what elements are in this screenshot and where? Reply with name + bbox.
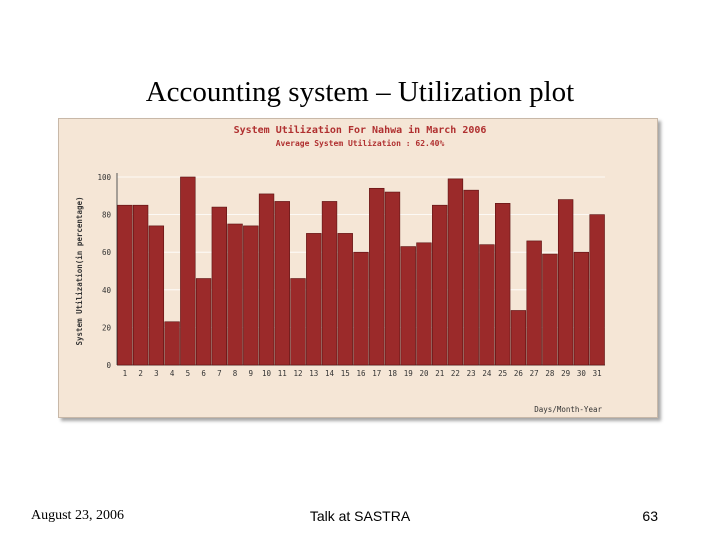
bar-day-28 [542,253,558,366]
y-tick-label: 0 [106,361,111,370]
x-tick-label: 6 [201,369,206,378]
bar-day-20 [416,242,432,366]
x-tick-label: 4 [170,369,175,378]
bar-day-29 [557,199,574,366]
bar-day-24 [479,244,495,366]
bar-day-13 [306,233,322,366]
x-axis-label: Days/Month-Year [534,405,602,414]
bar-day-15 [337,233,353,366]
x-tick-label: 7 [217,369,222,378]
bar-day-30 [573,251,590,366]
bar-day-1 [117,204,133,366]
bar-day-27 [526,240,542,366]
x-tick-label: 9 [249,369,254,378]
bar-day-12 [290,278,306,366]
y-tick-label: 20 [102,323,112,332]
x-tick-label: 29 [561,369,570,378]
x-tick-label: 20 [419,369,429,378]
bar-day-11 [274,201,290,366]
bar-day-5 [180,176,196,366]
bar-day-18 [384,191,401,366]
bar-day-23 [463,189,479,366]
footer-page-number: 63 [642,508,658,524]
bar-day-3 [148,225,165,366]
x-tick-label: 10 [262,369,272,378]
bar-day-10 [258,193,275,366]
x-tick-label: 21 [435,369,444,378]
bar-day-22 [447,178,464,366]
x-tick-label: 24 [482,369,492,378]
footer-talk-title: Talk at SASTRA [309,508,411,524]
x-tick-label: 11 [278,369,287,378]
x-tick-label: 16 [356,369,366,378]
chart-subtitle: Average System Utilization : 62.40% [276,138,445,148]
y-tick-label: 40 [102,286,112,295]
x-tick-label: 25 [498,369,507,378]
x-tick-label: 15 [341,369,350,378]
chart-frame: System Utilization For Nahwa in March 20… [58,118,658,418]
x-tick-label: 23 [467,369,476,378]
x-tick-label: 31 [593,369,602,378]
y-axis-label: System Utilization(in percentage) [75,196,84,345]
utilization-bar-chart: System Utilization For Nahwa in March 20… [75,124,605,414]
bar-day-17 [369,187,385,366]
bar-day-19 [400,246,416,366]
x-tick-label: 5 [186,369,191,378]
bar-day-31 [589,214,605,366]
bar-day-8 [227,223,243,366]
bar-day-25 [495,203,511,366]
bar-day-14 [321,201,338,366]
x-tick-label: 8 [233,369,238,378]
y-tick-label: 100 [97,173,111,182]
chart-title: System Utilization For Nahwa in March 20… [234,124,487,136]
bar-day-4 [164,321,180,366]
x-tick-label: 12 [294,369,303,378]
x-tick-label: 27 [530,369,539,378]
x-tick-label: 22 [451,369,460,378]
y-tick-label: 80 [102,211,112,220]
bar-day-6 [195,278,212,366]
x-tick-label: 30 [577,369,587,378]
bar-day-21 [432,204,448,366]
x-tick-label: 13 [309,369,318,378]
x-tick-label: 2 [138,369,143,378]
x-tick-label: 28 [545,369,555,378]
bar-day-7 [211,206,227,366]
x-tick-label: 26 [514,369,524,378]
bar-day-2 [132,204,149,366]
slide-title: Accounting system – Utilization plot [145,76,575,108]
bar-day-16 [353,251,369,366]
footer-date: August 23, 2006 [31,508,124,523]
y-tick-label: 60 [102,248,112,257]
x-tick-label: 19 [404,369,413,378]
bar-day-26 [510,310,527,366]
x-tick-label: 1 [123,369,128,378]
x-tick-label: 3 [154,369,159,378]
x-tick-label: 17 [372,369,381,378]
x-tick-label: 14 [325,369,335,378]
bar-day-9 [243,225,259,366]
x-tick-label: 18 [388,369,398,378]
